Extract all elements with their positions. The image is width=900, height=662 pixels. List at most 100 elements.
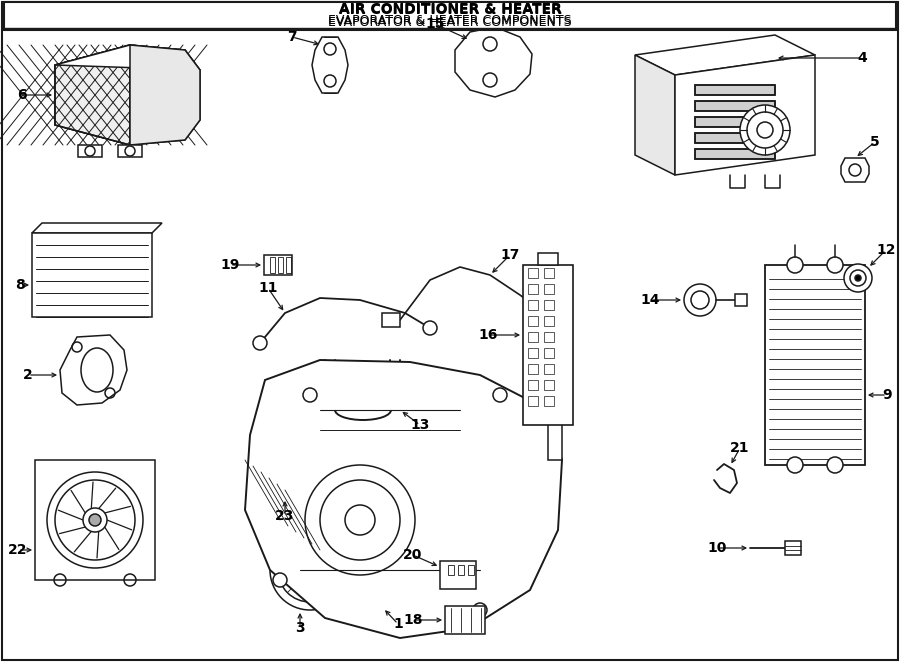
Polygon shape [78,145,102,157]
Text: 10: 10 [707,541,726,555]
Circle shape [89,514,101,526]
Circle shape [684,284,716,316]
Text: 16: 16 [478,328,498,342]
Text: 12: 12 [877,243,896,257]
Text: 6: 6 [17,88,27,102]
Circle shape [855,275,861,281]
Text: 17: 17 [500,248,519,262]
Polygon shape [60,335,127,405]
Polygon shape [55,45,130,145]
Bar [544,380,554,390]
Bar [695,149,775,159]
Text: 3: 3 [295,621,305,635]
Text: 13: 13 [410,418,429,432]
Polygon shape [32,223,162,233]
Polygon shape [635,55,675,175]
Text: 4: 4 [857,51,867,65]
Polygon shape [55,45,200,145]
Circle shape [270,530,350,610]
Text: 1: 1 [393,617,403,631]
Bar [695,85,775,95]
Circle shape [787,457,803,473]
Text: 20: 20 [403,548,423,562]
Bar [382,313,400,327]
Bar [544,396,554,406]
Bar [440,561,476,589]
Bar [528,316,538,326]
Text: 22: 22 [8,543,28,557]
Text: 8: 8 [15,278,25,292]
Polygon shape [118,145,142,157]
Circle shape [253,336,267,350]
Bar [695,149,775,159]
Text: 9: 9 [882,388,892,402]
Bar [695,117,775,127]
Bar [695,133,775,143]
Bar [528,396,538,406]
Bar [528,332,538,342]
Text: 2: 2 [23,368,33,382]
Bar [544,284,554,294]
Bar [544,332,554,342]
Circle shape [423,321,437,335]
Polygon shape [312,37,348,93]
Bar [528,348,538,358]
Bar [32,233,152,317]
Bar [695,101,775,111]
Polygon shape [55,45,200,70]
Polygon shape [245,360,562,638]
Bar [448,565,454,575]
Circle shape [493,388,507,402]
Text: 21: 21 [730,441,750,455]
Bar [544,348,554,358]
Bar [538,253,558,265]
Circle shape [47,472,143,568]
Polygon shape [841,158,869,182]
Text: 23: 23 [275,509,294,523]
Bar [468,565,474,575]
Circle shape [827,257,843,273]
Bar [695,133,775,143]
Bar [765,265,865,465]
Circle shape [273,573,287,587]
Bar [264,255,292,275]
Polygon shape [455,27,532,97]
Polygon shape [548,410,562,460]
Text: EVAPORATOR & HEATER COMPONENTS: EVAPORATOR & HEATER COMPONENTS [328,15,572,28]
Bar [445,606,485,634]
Bar [4,4,896,28]
Text: EVAPORATOR & HEATER COMPONENTS: EVAPORATOR & HEATER COMPONENTS [328,15,572,28]
Bar [785,541,801,555]
Bar [695,117,775,127]
Bar [695,85,775,95]
Circle shape [740,105,790,155]
Circle shape [473,603,487,617]
Bar [544,364,554,374]
Bar [544,300,554,310]
Bar [528,284,538,294]
Bar [286,257,291,273]
Text: 19: 19 [220,258,239,272]
Bar [523,265,573,425]
Text: 18: 18 [403,613,423,627]
Circle shape [787,257,803,273]
Bar [528,268,538,278]
Text: 5: 5 [870,135,880,149]
Circle shape [303,388,317,402]
Bar [695,101,775,111]
Circle shape [844,264,872,292]
Polygon shape [675,55,815,175]
Text: AIR CONDITIONER & HEATER: AIR CONDITIONER & HEATER [338,3,562,17]
Bar [528,364,538,374]
Bar [4,2,896,30]
Circle shape [827,457,843,473]
Circle shape [83,508,107,532]
Bar [262,458,298,498]
Bar [35,460,155,580]
Text: 15: 15 [425,17,445,31]
Bar [278,257,283,273]
Polygon shape [375,600,391,616]
Text: AIR CONDITIONER & HEATER: AIR CONDITIONER & HEATER [338,2,562,16]
Bar [544,316,554,326]
Polygon shape [130,45,200,145]
